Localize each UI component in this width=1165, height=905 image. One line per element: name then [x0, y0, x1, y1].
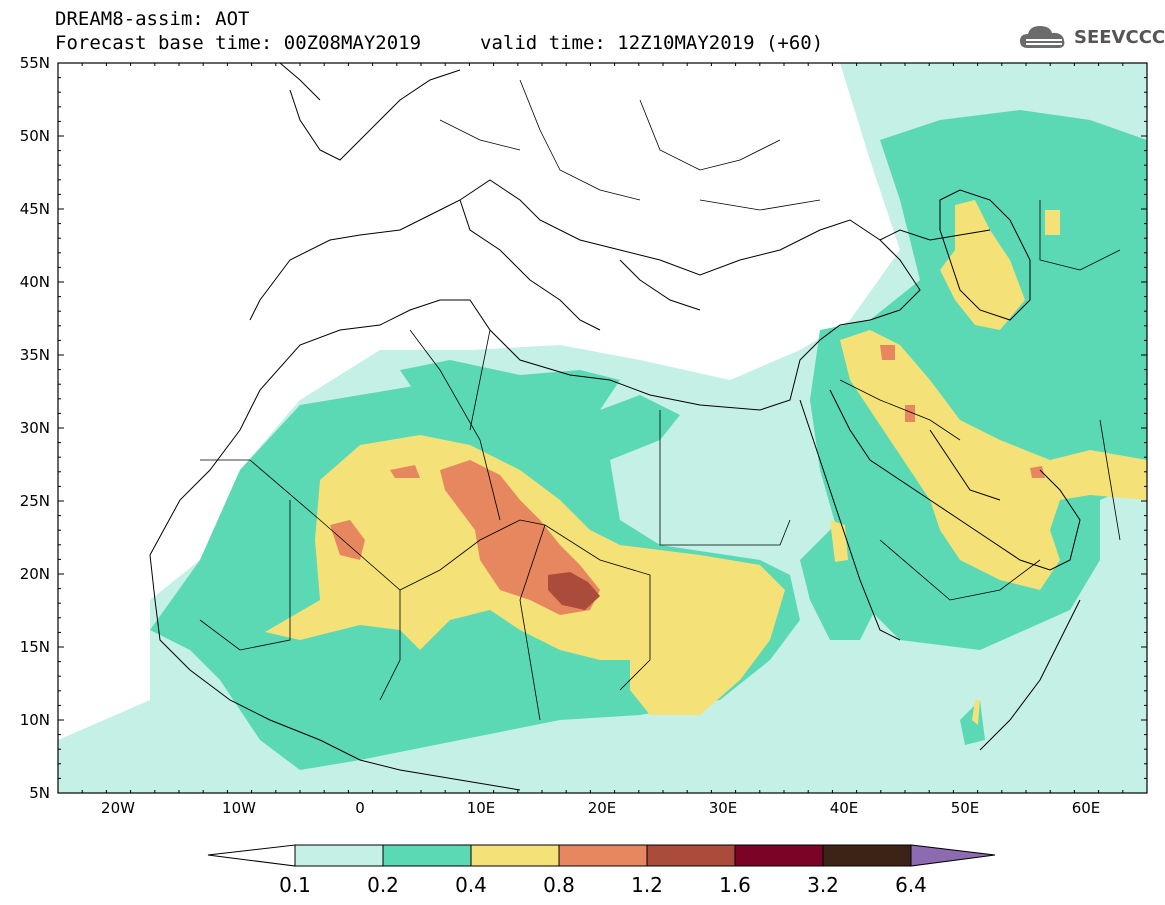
lat-label: 30N — [20, 419, 50, 437]
colorbar-bin — [470, 844, 560, 867]
colorbar-label: 6.4 — [895, 873, 927, 897]
colorbar-label: 0.8 — [543, 873, 575, 897]
cloud-icon — [1020, 26, 1065, 48]
seevccc-logo: SEEVCCC — [1018, 22, 1165, 52]
lat-labels: 55N 50N 45N 40N 35N 30N 25N 20N 15N 10N … — [20, 54, 50, 802]
colorbar-label: 1.2 — [631, 873, 663, 897]
lat-label: 5N — [29, 784, 50, 802]
lon-label: 40E — [830, 799, 859, 817]
lat-label: 45N — [20, 200, 50, 218]
colorbar-bin — [558, 844, 648, 867]
colorbar-bin — [382, 844, 472, 867]
colorbar-label: 0.4 — [455, 873, 487, 897]
colorbar-bin — [734, 844, 824, 867]
colorbar-label: 1.6 — [719, 873, 751, 897]
lat-label: 10N — [20, 711, 50, 729]
lat-label: 15N — [20, 638, 50, 656]
chart-title: DREAM8-assim: AOT — [55, 8, 250, 30]
colorbar-bin — [294, 844, 384, 867]
lon-label: 10W — [222, 799, 256, 817]
colorbar-min-arrow — [207, 844, 296, 867]
lon-label: 20W — [101, 799, 135, 817]
logo-text: SEEVCCC — [1074, 26, 1165, 48]
colorbar-bin — [822, 844, 912, 867]
lat-label: 50N — [20, 127, 50, 145]
colorbar: 0.1 0.2 0.4 0.8 1.2 1.6 3.2 6.4 — [207, 844, 996, 897]
coastlines — [149, 63, 1081, 791]
lon-label: 20E — [588, 799, 617, 817]
lat-label: 55N — [20, 54, 50, 72]
aot-shading — [58, 63, 1147, 793]
lon-labels: 20W 10W 0 10E 20E 30E 40E 50E 60E — [101, 799, 1100, 817]
axis-ticks — [57, 62, 1148, 794]
lon-label: 30E — [709, 799, 738, 817]
colorbar-label: 0.1 — [279, 873, 311, 897]
forecast-base-time: Forecast base time: 00Z08MAY2019 — [55, 32, 422, 54]
colorbar-label: 3.2 — [807, 873, 839, 897]
valid-time: valid time: 12Z10MAY2019 (+60) — [480, 32, 824, 54]
lon-label: 60E — [1072, 799, 1101, 817]
lon-label: 0 — [355, 799, 365, 817]
colorbar-bin — [646, 844, 736, 867]
lat-label: 25N — [20, 492, 50, 510]
lon-label: 50E — [951, 799, 980, 817]
colorbar-max-arrow — [910, 844, 996, 867]
lat-label: 40N — [20, 273, 50, 291]
colorbar-label: 0.2 — [367, 873, 399, 897]
borders — [199, 79, 1121, 721]
lat-label: 35N — [20, 346, 50, 364]
lon-label: 10E — [467, 799, 496, 817]
lat-label: 20N — [20, 565, 50, 583]
